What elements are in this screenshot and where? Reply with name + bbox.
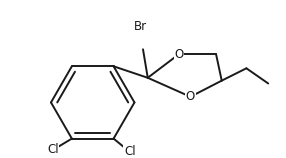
Text: Cl: Cl [124, 145, 136, 158]
Text: O: O [174, 48, 184, 61]
Text: Br: Br [134, 20, 147, 33]
Text: Cl: Cl [47, 143, 59, 156]
Text: O: O [186, 90, 195, 103]
